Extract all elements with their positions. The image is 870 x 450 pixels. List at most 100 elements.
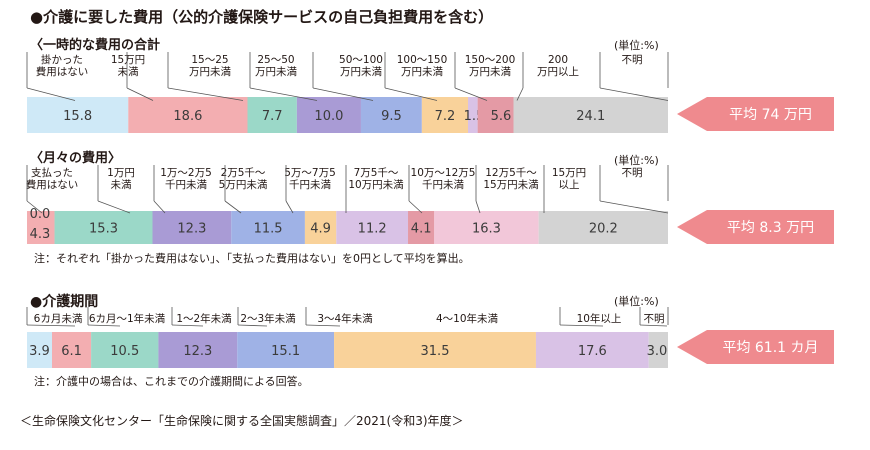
category-label: 2〜3年未満 [240, 312, 296, 325]
category-label: 以上 [559, 179, 580, 191]
bar-segment [513, 97, 668, 133]
data-label: 6.1 [61, 344, 82, 359]
category-label: 千円未満 [165, 179, 207, 191]
category-label: 15万円 [111, 54, 145, 66]
category-label: 15万円未満 [483, 179, 539, 191]
category-leader [305, 324, 341, 327]
bar-segment [421, 97, 469, 133]
average-callout [677, 330, 834, 364]
category-label: 不明 [644, 313, 665, 325]
data-label: 18.6 [173, 109, 202, 124]
category-label: 6カ月〜1年未満 [89, 312, 166, 325]
category-label: 万円未満 [401, 66, 443, 78]
category-leader [26, 87, 76, 101]
category-leader [312, 87, 374, 101]
category-label: 万円未満 [189, 66, 231, 78]
category-label: 万円未満 [255, 66, 297, 78]
category-leader [408, 200, 423, 214]
data-label: 12.3 [177, 222, 206, 237]
bar-segment [51, 332, 92, 368]
category-label: 7万5千〜 [354, 167, 399, 179]
bar-segment [468, 97, 478, 133]
data-label: 9.5 [381, 109, 402, 124]
bar-segment [434, 211, 539, 244]
category-label: 費用はない [36, 65, 89, 78]
bar-segment [91, 332, 159, 368]
bar-segment [296, 97, 361, 133]
category-leader [237, 324, 268, 327]
note-period: 注：介護中の場合は、これまでの介護期間による回答。 [34, 375, 309, 388]
data-label: 11.5 [254, 222, 283, 237]
bar-segment [408, 211, 435, 244]
unit-label-monthly: (単位:%) [614, 154, 659, 167]
category-label: 1万〜2万5 [160, 167, 212, 179]
bar-segment [158, 332, 238, 368]
bar-segment [304, 211, 337, 244]
bar-segment [247, 97, 297, 133]
bar-segment [27, 332, 52, 368]
category-label: 6カ月未満 [34, 313, 83, 325]
category-label: 200 [548, 54, 568, 66]
average-label: 平均 8.3 万円 [727, 220, 814, 236]
category-label: 4〜10年未満 [436, 312, 499, 325]
note-monthly: 注：それぞれ「掛かった費用はない」、「支払った費用はない」を0円として平均を算出… [34, 252, 470, 265]
category-label: 12万5千〜 [485, 167, 537, 179]
category-label: 万円以上 [537, 66, 579, 78]
average-callout [677, 97, 834, 131]
data-label: 4.9 [310, 222, 331, 237]
data-label: 5.6 [491, 109, 512, 124]
section-title-period: ●介護期間 [30, 294, 99, 310]
data-label: 4.1 [411, 222, 432, 237]
average-callout [677, 210, 834, 244]
category-label: 15〜25 [191, 54, 228, 66]
data-label: 10.5 [110, 344, 139, 359]
category-leader [171, 324, 204, 327]
category-leader [26, 200, 43, 214]
data-label: 15.8 [63, 109, 92, 124]
data-label: 7.7 [262, 109, 283, 124]
data-label: 15.3 [89, 222, 118, 237]
category-label: 5万円未満 [219, 179, 268, 191]
data-label: 17.6 [578, 344, 607, 359]
category-leader [639, 324, 668, 327]
data-label: 15.1 [271, 344, 300, 359]
data-label: 24.1 [576, 109, 605, 124]
bar-segment [237, 332, 335, 368]
data-label: 4.3 [30, 227, 51, 242]
category-label: 万円未満 [340, 66, 382, 78]
category-label: 万円未満 [469, 66, 511, 78]
category-leader [285, 200, 294, 214]
category-leader [249, 87, 318, 101]
data-label: 16.3 [472, 222, 501, 237]
data-label: 3.0 [647, 344, 668, 359]
category-leader [384, 87, 438, 101]
category-label: 10万円未満 [348, 179, 404, 191]
category-leader [516, 87, 524, 101]
category-leader [599, 200, 669, 214]
category-label: 費用はない [26, 178, 79, 191]
data-label: 20.2 [589, 222, 618, 237]
main-title: ●介護に要した費用（公的介護保険サービスの自己負担費用を含む） [30, 8, 494, 26]
data-label: 7.2 [435, 109, 456, 124]
bar-segment [128, 97, 248, 133]
data-label: 3.9 [29, 344, 50, 359]
bar-segment [360, 97, 422, 133]
category-label: 1〜2年未満 [176, 312, 232, 325]
category-label: 3〜4年未満 [317, 312, 373, 325]
category-leader [475, 200, 481, 214]
category-leader [126, 87, 154, 101]
bar-segment [336, 211, 409, 244]
category-label: 不明 [622, 167, 643, 179]
bar-segment [27, 97, 129, 133]
category-leader [97, 200, 131, 214]
category-label: 150〜200 [465, 54, 516, 66]
category-label: 10年以上 [577, 312, 622, 325]
category-leader [559, 324, 604, 327]
category-label: 千円未満 [289, 179, 331, 191]
bar-segment [477, 97, 514, 133]
category-label: 掛かった [41, 53, 83, 66]
section-title-monthly: 〈月々の費用〉 [30, 151, 122, 166]
category-label: 5万〜7万5 [284, 167, 336, 179]
category-label: 1万円 [107, 167, 135, 179]
